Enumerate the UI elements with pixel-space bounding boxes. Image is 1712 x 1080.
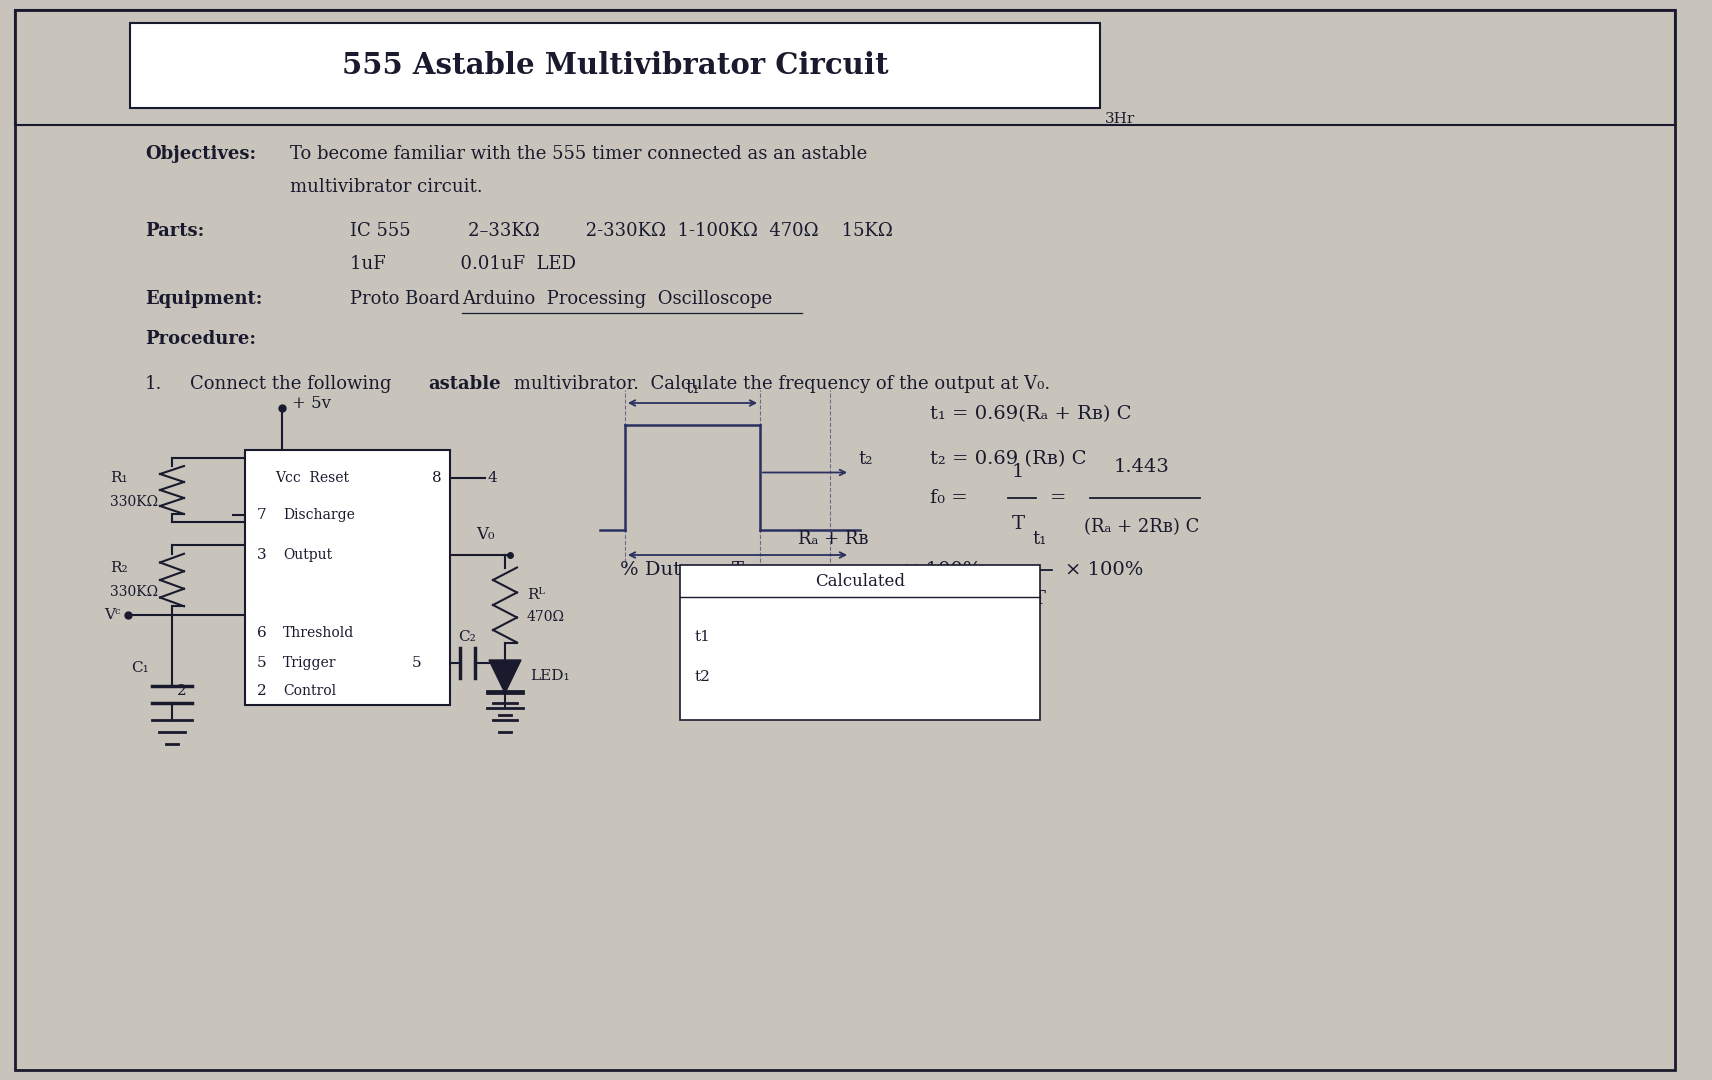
Text: t1: t1 (695, 630, 710, 644)
Bar (130, 23, 1101, 108)
Text: Discharge: Discharge (282, 508, 354, 522)
Bar (15, 10, 1674, 125)
Text: 5: 5 (413, 656, 421, 670)
Text: f₀ =: f₀ = (930, 489, 967, 507)
Text: 2: 2 (176, 684, 187, 698)
Text: Rₐ + Rв: Rₐ + Rв (798, 530, 868, 548)
Text: T: T (731, 561, 743, 579)
Text: Connect the following: Connect the following (190, 375, 397, 393)
Text: Vᶜ: Vᶜ (104, 608, 120, 622)
Text: LED₁: LED₁ (531, 670, 570, 684)
Text: multivibrator circuit.: multivibrator circuit. (289, 178, 483, 195)
Text: 7: 7 (257, 508, 267, 522)
Text: Equipment:: Equipment: (146, 291, 262, 308)
Text: 1: 1 (1012, 463, 1024, 481)
Text: 1uF             0.01uF  LED: 1uF 0.01uF LED (349, 255, 575, 273)
Text: t₁: t₁ (1032, 530, 1048, 548)
Text: 6: 6 (257, 626, 267, 640)
Text: 1.: 1. (146, 375, 163, 393)
Text: T: T (1012, 515, 1024, 534)
Text: Procedure:: Procedure: (146, 330, 257, 348)
Text: R₁: R₁ (110, 471, 128, 485)
Text: × 100% =: × 100% = (902, 561, 1005, 579)
Text: 330KΩ: 330KΩ (110, 585, 158, 599)
Text: 470Ω: 470Ω (527, 610, 565, 624)
Text: C₁: C₁ (132, 661, 149, 675)
Bar (245, 450, 450, 705)
Text: + 5v: + 5v (293, 395, 330, 413)
Text: Control: Control (282, 684, 336, 698)
Text: 555 Astable Multivibrator Circuit: 555 Astable Multivibrator Circuit (342, 51, 889, 80)
Text: multivibrator.  Calculate the frequency of the output at V₀.: multivibrator. Calculate the frequency o… (508, 375, 1049, 393)
Text: t₁ = 0.69(Rₐ + Rв) C: t₁ = 0.69(Rₐ + Rв) C (930, 405, 1132, 423)
Text: V₀: V₀ (476, 526, 495, 543)
Text: Proto Board: Proto Board (349, 291, 478, 308)
Text: 5: 5 (257, 656, 267, 670)
Text: t₂: t₂ (858, 449, 873, 468)
Text: Rᴸ: Rᴸ (527, 588, 544, 602)
Text: To become familiar with the 555 timer connected as an astable: To become familiar with the 555 timer co… (289, 145, 868, 163)
Text: 330KΩ: 330KΩ (110, 495, 158, 509)
Text: Threshold: Threshold (282, 626, 354, 640)
Text: Objectives:: Objectives: (146, 145, 257, 163)
Text: astable: astable (428, 375, 500, 393)
Text: t2: t2 (695, 670, 710, 684)
Text: 1.443: 1.443 (1115, 458, 1169, 476)
Text: R₂: R₂ (110, 561, 128, 575)
Polygon shape (490, 660, 520, 693)
Text: 3Hr: 3Hr (1104, 112, 1135, 126)
Text: × 100%: × 100% (1065, 561, 1144, 579)
Text: % Duty =: % Duty = (620, 561, 714, 579)
Text: 4: 4 (488, 471, 498, 485)
Text: Parts:: Parts: (146, 222, 204, 240)
Text: Arduino  Processing  Oscilloscope: Arduino Processing Oscilloscope (462, 291, 772, 308)
Text: t₂ = 0.69 (Rв) C: t₂ = 0.69 (Rв) C (930, 450, 1087, 468)
Text: Calculated: Calculated (815, 573, 906, 591)
Bar (680, 565, 1039, 720)
Text: 3: 3 (257, 548, 267, 562)
Text: T: T (1034, 590, 1046, 608)
Text: 2: 2 (257, 684, 267, 698)
Text: t₁: t₁ (685, 379, 700, 397)
Text: Rₐ + 2Rв: Rₐ + 2Rв (793, 590, 873, 608)
Text: Trigger: Trigger (282, 656, 337, 670)
Text: C₂: C₂ (459, 630, 476, 644)
Text: Output: Output (282, 548, 332, 562)
Text: (Rₐ + 2Rв) C: (Rₐ + 2Rв) C (1084, 518, 1200, 536)
Text: Vcc  Reset: Vcc Reset (276, 471, 349, 485)
Text: IC 555          2–33KΩ        2-330KΩ  1-100KΩ  470Ω    15KΩ: IC 555 2–33KΩ 2-330KΩ 1-100KΩ 470Ω 15KΩ (349, 222, 894, 240)
Text: 8: 8 (433, 471, 442, 485)
Text: =: = (1049, 489, 1067, 507)
